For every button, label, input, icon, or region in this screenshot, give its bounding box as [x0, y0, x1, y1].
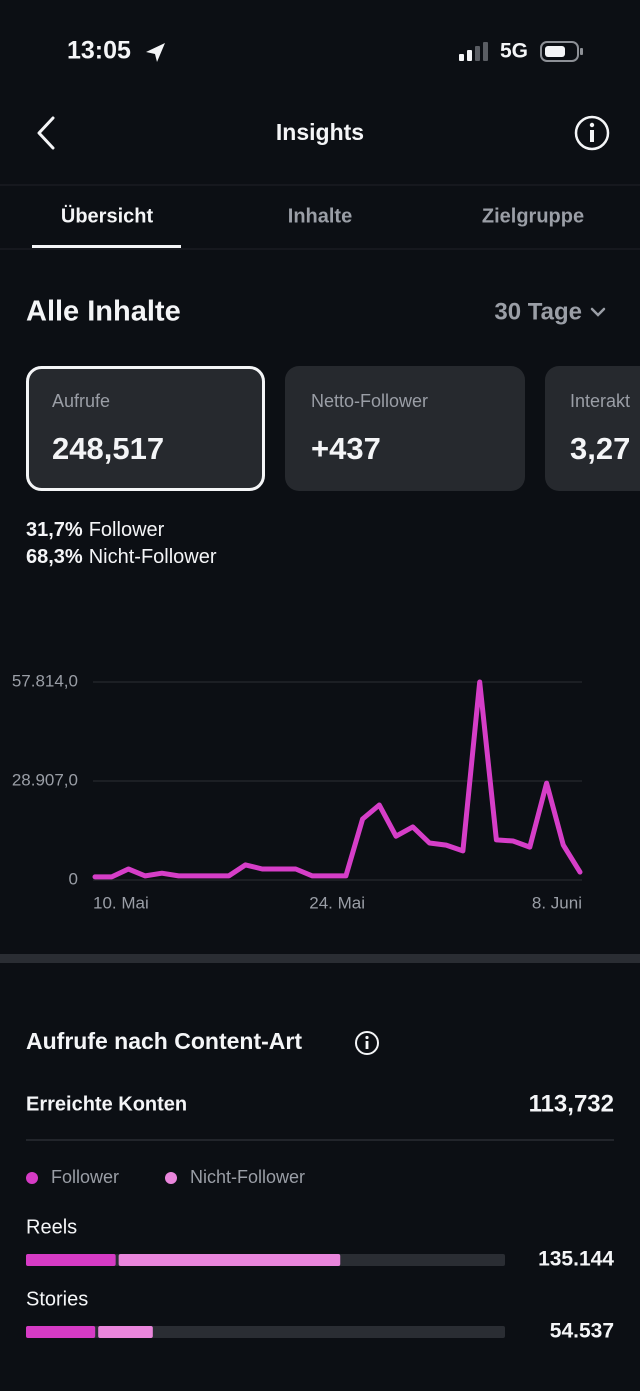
x-tick-label: 24. Mai: [309, 893, 365, 912]
back-button[interactable]: [37, 116, 55, 150]
info-icon[interactable]: [355, 1031, 379, 1055]
tab[interactable]: Zielgruppe: [482, 205, 584, 227]
period-selector[interactable]: 30 Tage: [494, 298, 582, 325]
card-value: 248,517: [52, 431, 164, 466]
data-line: [92, 679, 583, 880]
y-tick-label: 0: [69, 869, 78, 888]
card-value: +437: [311, 431, 381, 466]
tab[interactable]: Übersicht: [61, 204, 154, 227]
location-icon: [146, 43, 165, 62]
card-label: Netto-Follower: [311, 391, 428, 411]
share-label: Follower: [89, 519, 165, 541]
bar-segment: [98, 1326, 153, 1338]
total-label: 54.537: [550, 1320, 614, 1343]
network-label: 5G: [500, 40, 528, 63]
chevron-down: [590, 307, 606, 317]
section-divider: [0, 954, 640, 963]
share: 31,7%: [26, 519, 83, 541]
category-label: Reels: [26, 1216, 77, 1238]
card-value: 3,27: [570, 431, 630, 466]
section-title: Alle Inhalte: [26, 296, 181, 328]
audience-line: 68,3% Nicht-Follower: [26, 546, 217, 568]
share-label: Nicht-Follower: [89, 546, 217, 568]
legend-label: Follower: [51, 1167, 119, 1187]
header-title: Insights: [276, 119, 364, 145]
bar-segment: [26, 1254, 116, 1266]
info-button[interactable]: [574, 115, 610, 151]
legend-label: Nicht-Follower: [190, 1167, 305, 1187]
reach-label: Erreichte Konten: [26, 1093, 187, 1115]
tab[interactable]: Inhalte: [288, 205, 352, 227]
audience-line: 31,7% Follower: [26, 519, 165, 541]
battery-icon: [540, 41, 583, 62]
x-tick-label: 10. Mai: [93, 893, 149, 912]
metric-card[interactable]: [285, 366, 525, 491]
signal-icon: [459, 42, 488, 61]
y-tick-label: 28.907,0: [12, 770, 78, 789]
y-tick-label: 57.814,0: [12, 671, 78, 690]
line-chart: 0 28.907,0 57.814,0 10. Mai 24. Mai 8. Juni: [12, 671, 583, 912]
x-tick-label: 8. Juni: [532, 893, 582, 912]
legend-dot: [165, 1172, 177, 1184]
card-label: Aufrufe: [52, 391, 110, 411]
reach-value: 113,732: [529, 1090, 614, 1117]
bar-segment: [118, 1254, 341, 1266]
bar-chart: Follower Nicht-Follower Reels 135.144 Storie…: [26, 1167, 614, 1343]
metric-card[interactable]: [545, 366, 640, 491]
total-label: 135.144: [538, 1248, 614, 1271]
legend-dot: [26, 1172, 38, 1184]
section-title: Aufrufe nach Content-Art: [26, 1028, 302, 1054]
bar-track: [26, 1326, 505, 1338]
share: 68,3%: [26, 546, 83, 568]
status-time: 13:05: [67, 37, 131, 65]
metric-card[interactable]: [26, 366, 265, 491]
tab-indicator: [32, 245, 181, 248]
category-label: Stories: [26, 1288, 88, 1310]
card-label: Interakt: [570, 391, 630, 411]
bar-segment: [26, 1326, 96, 1338]
